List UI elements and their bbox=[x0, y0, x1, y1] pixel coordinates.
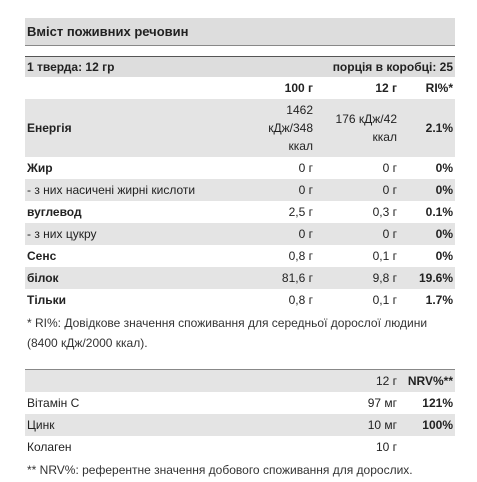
table-cell: 0% bbox=[399, 179, 455, 201]
table-cell: 81,6 г bbox=[251, 267, 315, 289]
table-cell: 0,1 г bbox=[372, 293, 397, 307]
table-cell: Сенс bbox=[27, 249, 57, 263]
header-cell: RI%* bbox=[425, 81, 453, 95]
table-cell: 1462 кДж/348 ккал bbox=[251, 99, 315, 157]
table-cell: Жир bbox=[27, 161, 53, 175]
table-cell: 0 г bbox=[382, 161, 397, 175]
table-cell: 0,8 г bbox=[288, 293, 313, 307]
footnote: ** NRV%: референтне значення добового сп… bbox=[27, 463, 413, 477]
table-cell: 0 г bbox=[298, 161, 313, 175]
header-row: 100 г 12 г RI%* bbox=[25, 77, 455, 99]
table-cell: - з них насичені жирні кислоти bbox=[25, 179, 251, 201]
nutrition-panel: Вміст поживних речовин 1 тверда: 12 гр п… bbox=[25, 18, 455, 482]
table-cell: 0 г bbox=[315, 179, 399, 201]
table-row: білок 81,6 г 9,8 г 19.6% bbox=[25, 267, 455, 289]
table-row: Енергія 1462 кДж/348 ккал 176 кДж/42 ккал 2… bbox=[25, 99, 455, 157]
table-cell: Колаген bbox=[27, 440, 72, 454]
table-cell: - з них цукру bbox=[25, 223, 251, 245]
header-cell: 100 г bbox=[284, 81, 313, 95]
table-cell: 1.7% bbox=[425, 293, 453, 307]
vitamin-table: 12 г NRV%** Вітамін C 97 мг 121% Цинк 10 мг 1… bbox=[25, 370, 455, 458]
table-cell: білок bbox=[25, 267, 251, 289]
table-row: Жир 0 г 0 г 0% bbox=[25, 157, 455, 179]
serving-size: 1 тверда: 12 гр bbox=[27, 60, 115, 74]
table-row: Сенс 0,8 г 0,1 г 0% bbox=[25, 245, 455, 267]
header-cell: 12 г bbox=[251, 370, 399, 392]
serving-per-box: порція в коробці: 25 bbox=[332, 60, 453, 74]
table-cell: 0,3 г bbox=[372, 205, 397, 219]
nutrition-table: 100 г 12 г RI%* Енергія 1462 кДж/348 ккал… bbox=[25, 77, 455, 311]
table-cell: 19.6% bbox=[399, 267, 455, 289]
table-row: вуглевод 2,5 г 0,3 г 0.1% bbox=[25, 201, 455, 223]
table-cell: 0 г bbox=[251, 179, 315, 201]
serving-row: 1 тверда: 12 гр порція в коробці: 25 bbox=[25, 56, 455, 77]
table-cell: 0% bbox=[399, 223, 455, 245]
table-cell: 0,1 г bbox=[372, 249, 397, 263]
table-row: Цинк 10 мг 100% bbox=[25, 414, 455, 436]
header-row: 12 г NRV%** bbox=[25, 370, 455, 392]
table-row: Колаген 10 г bbox=[25, 436, 455, 458]
footnote: * RI%: Довідкове значення споживання для… bbox=[27, 316, 428, 350]
header-cell: NRV%** bbox=[399, 370, 455, 392]
table-cell: 121% bbox=[422, 396, 453, 410]
table-cell bbox=[399, 436, 455, 458]
table-cell: вуглевод bbox=[27, 205, 82, 219]
title: Вміст поживних речовин bbox=[25, 18, 455, 46]
table-cell: 176 кДж/42 ккал bbox=[315, 99, 399, 157]
table-cell: 0.1% bbox=[425, 205, 453, 219]
table-cell: 97 мг bbox=[367, 396, 397, 410]
table-cell: 0% bbox=[435, 249, 453, 263]
table-cell: 100% bbox=[399, 414, 455, 436]
table-cell: 0,8 г bbox=[288, 249, 313, 263]
table-row: Вітамін C 97 мг 121% bbox=[25, 392, 455, 414]
table-cell: Тільки bbox=[27, 293, 67, 307]
table-cell: 10 г bbox=[375, 440, 397, 454]
table-cell: 2.1% bbox=[399, 99, 455, 157]
table-cell: 0 г bbox=[251, 223, 315, 245]
table-cell: 2,5 г bbox=[288, 205, 313, 219]
table-cell: Цинк bbox=[25, 414, 251, 436]
table-cell: 0 г bbox=[315, 223, 399, 245]
table-cell: 9,8 г bbox=[315, 267, 399, 289]
table-cell: 10 мг bbox=[251, 414, 399, 436]
table-cell: Енергія bbox=[25, 99, 251, 157]
table-cell: 0% bbox=[435, 161, 453, 175]
table-row: Тільки 0,8 г 0,1 г 1.7% bbox=[25, 289, 455, 311]
page: Вміст поживних речовин 1 тверда: 12 гр п… bbox=[25, 18, 455, 477]
table-cell: Вітамін C bbox=[27, 396, 80, 410]
header-cell: 12 г bbox=[375, 81, 397, 95]
